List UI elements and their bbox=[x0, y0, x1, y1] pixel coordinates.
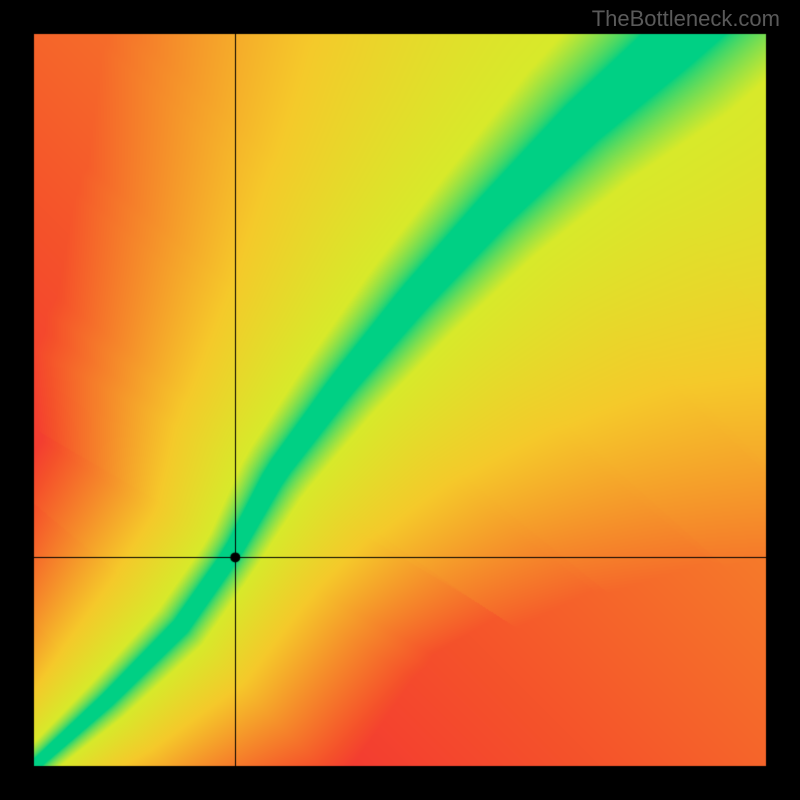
heatmap-canvas bbox=[0, 0, 800, 800]
attribution-label: TheBottleneck.com bbox=[592, 6, 780, 32]
chart-container: TheBottleneck.com bbox=[0, 0, 800, 800]
